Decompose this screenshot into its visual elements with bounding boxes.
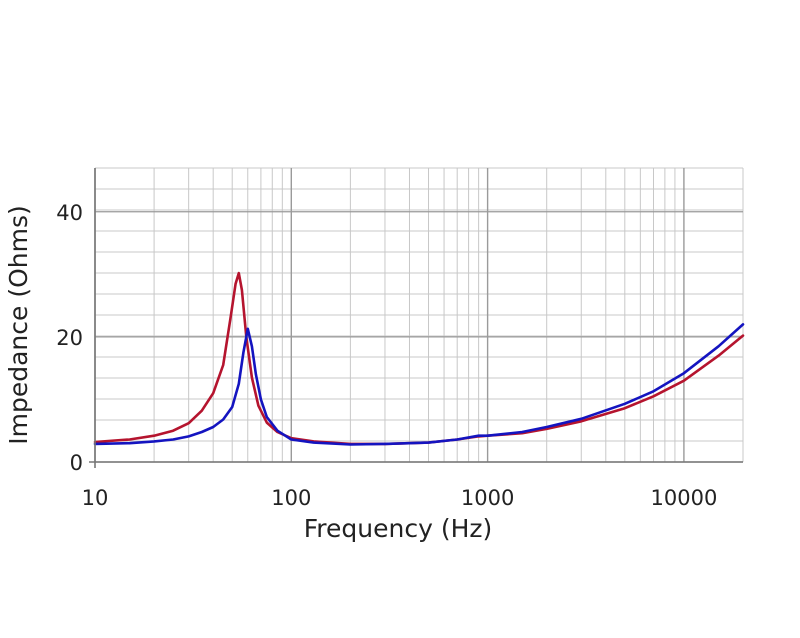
y-axis-label: Impedance (Ohms): [4, 205, 33, 445]
x-tick-label: 10000: [651, 486, 718, 510]
x-tick-label: 10: [82, 486, 109, 510]
y-tick-label: 20: [56, 326, 83, 350]
y-tick-label: 0: [70, 451, 83, 475]
series-line-1: [93, 271, 745, 446]
minor-gridlines: [95, 167, 744, 463]
x-axis-label: Frequency (Hz): [304, 514, 493, 543]
x-tick-label: 1000: [461, 486, 514, 510]
y-tick-label: 40: [56, 201, 83, 225]
series-line-2: [93, 323, 745, 446]
axis-layer: 10 100 1000 10000 0 20 40: [56, 168, 743, 510]
series-layer: [93, 271, 745, 446]
x-tick-label: 100: [271, 486, 311, 510]
